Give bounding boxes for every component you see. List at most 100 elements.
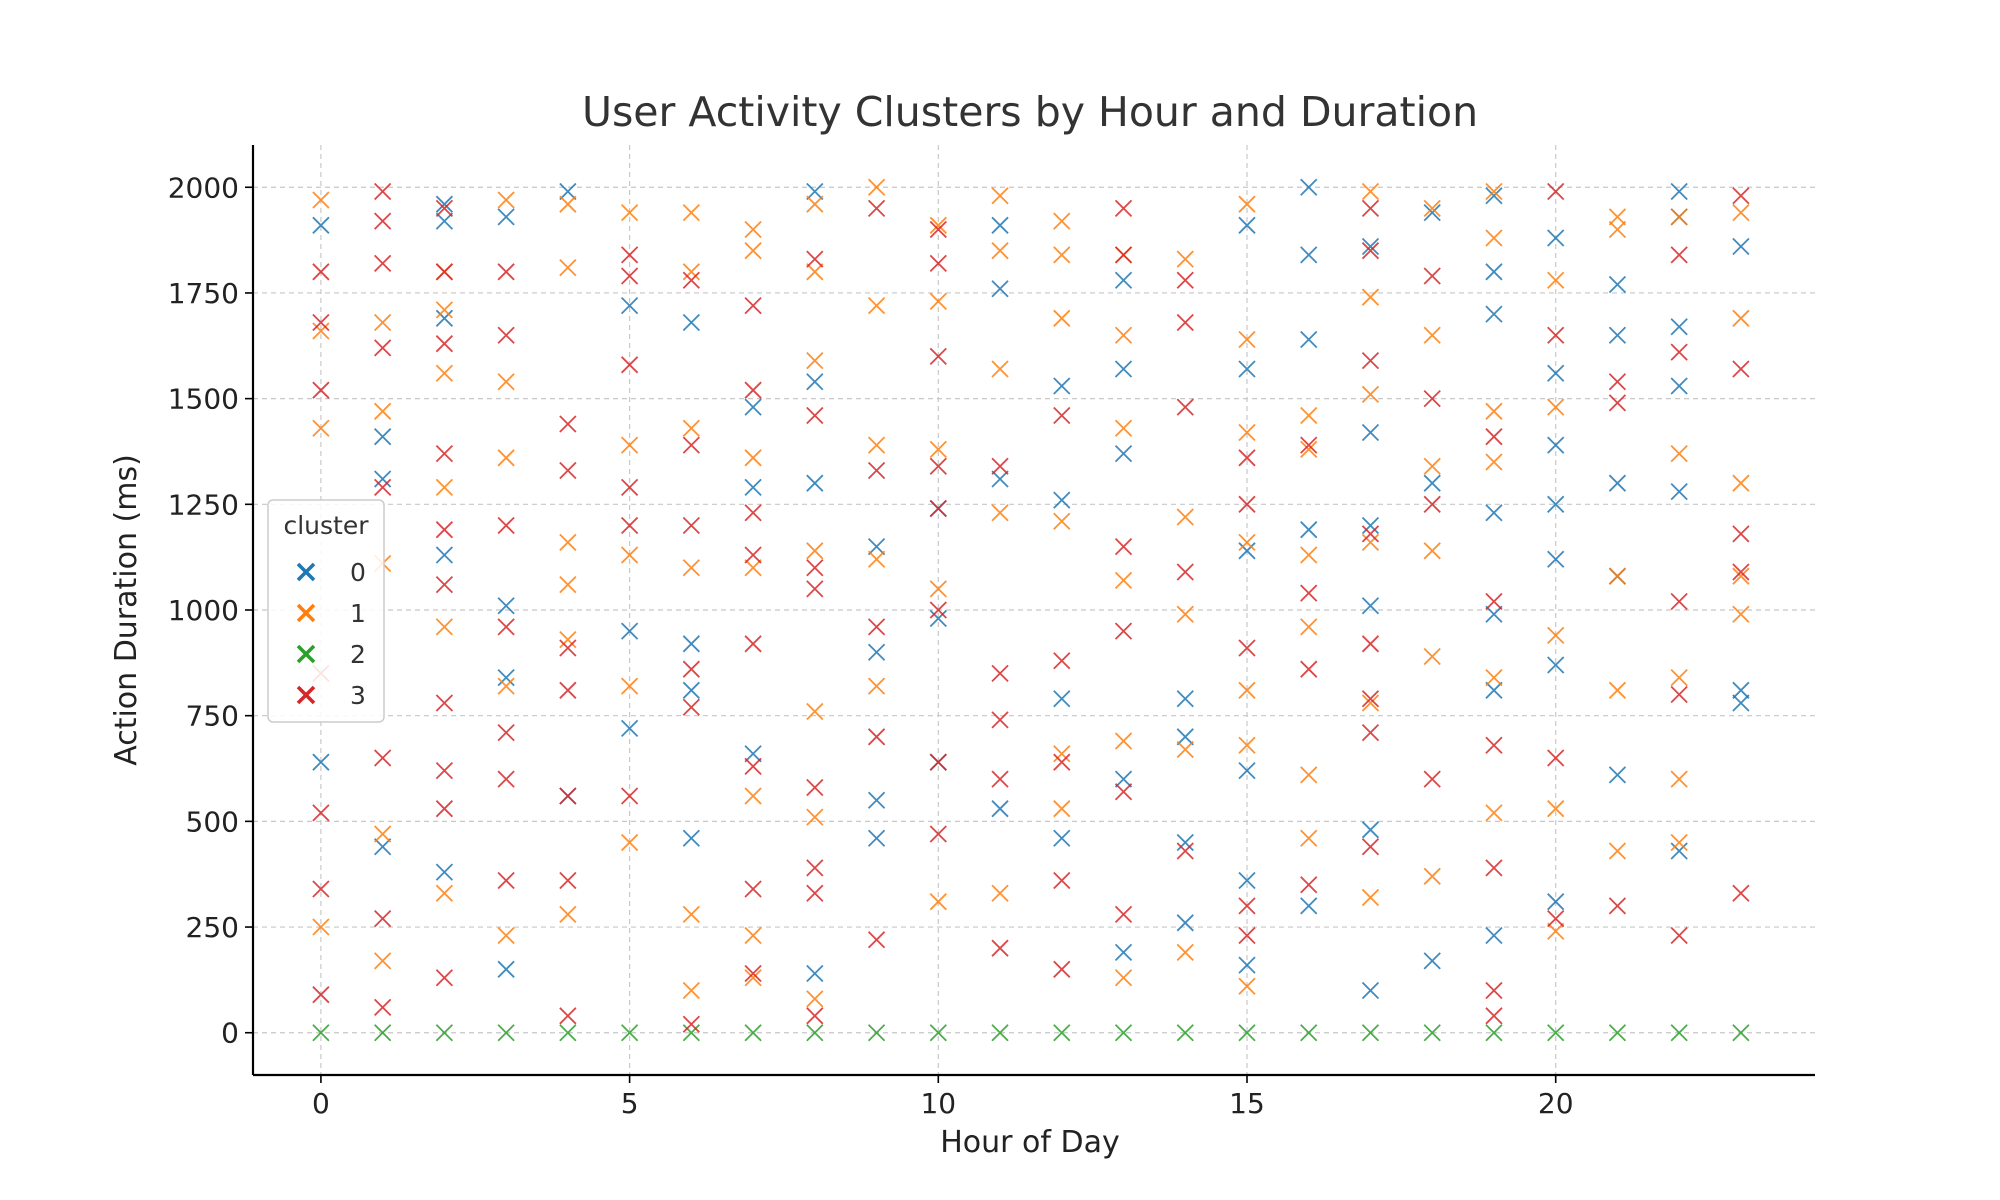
data-point: [1053, 652, 1071, 670]
data-point: [559, 871, 577, 890]
data-point: [1547, 495, 1565, 513]
data-point: [929, 457, 947, 475]
data-point: [1485, 926, 1503, 945]
data-point: [991, 711, 1009, 729]
data-point: [1361, 288, 1380, 306]
data-point: [1485, 859, 1503, 877]
data-point: [620, 436, 639, 454]
data-point: [1670, 592, 1688, 611]
data-point: [312, 313, 330, 332]
data-point: [991, 1024, 1009, 1042]
data-point: [682, 829, 700, 847]
data-point: [1608, 275, 1627, 294]
data-point: [1053, 491, 1071, 509]
data-point: [1361, 821, 1380, 839]
legend-marker-0: [296, 562, 316, 582]
data-point: [435, 263, 454, 281]
data-point: [682, 203, 700, 222]
data-point: [744, 745, 762, 763]
data-point: [1732, 309, 1750, 327]
data-point: [312, 381, 330, 399]
data-point: [1485, 605, 1503, 623]
data-point: [1608, 394, 1627, 412]
data-point: [1547, 182, 1565, 201]
data-point: [1670, 842, 1688, 860]
data-point: [806, 263, 824, 281]
data-point: [1114, 732, 1133, 750]
data-point: [806, 964, 824, 983]
data-point: [1423, 867, 1441, 885]
data-point: [374, 212, 392, 230]
data-point: [435, 863, 454, 881]
data-point: [1732, 1024, 1750, 1042]
data-point: [312, 419, 330, 437]
data-point: [1238, 926, 1256, 945]
data-point: [1547, 656, 1565, 674]
data-point: [312, 216, 330, 234]
data-point: [682, 681, 700, 699]
data-point: [1114, 1024, 1133, 1042]
data-point: [1300, 660, 1318, 678]
data-point: [497, 677, 515, 695]
data-point: [991, 504, 1009, 522]
data-point: [806, 474, 824, 492]
data-point: [1423, 267, 1441, 285]
data-point: [435, 969, 454, 987]
data-point: [1053, 1024, 1071, 1042]
x-axis-label: Hour of Day: [940, 1125, 1120, 1160]
data-point: [1423, 457, 1441, 475]
data-point: [1114, 905, 1133, 924]
data-point: [1423, 770, 1441, 788]
data-point: [1114, 360, 1133, 378]
data-point: [1547, 749, 1565, 767]
data-point: [1238, 761, 1256, 780]
data-point: [806, 373, 824, 391]
series-2: [312, 1024, 1750, 1042]
data-point: [867, 537, 886, 556]
data-point: [1300, 440, 1318, 459]
data-point: [1114, 783, 1133, 801]
legend-label-2: 2: [350, 640, 366, 669]
data-point: [1361, 182, 1380, 201]
data-point: [1423, 199, 1441, 218]
data-point: [620, 622, 639, 640]
series-0: [312, 178, 1750, 1000]
data-point: [682, 436, 700, 454]
data-point: [1176, 833, 1194, 852]
data-point: [1238, 195, 1256, 213]
data-point: [1485, 804, 1503, 822]
data-point: [620, 203, 639, 222]
data-point: [929, 440, 947, 459]
data-point: [1732, 681, 1750, 699]
data-point: [1176, 271, 1194, 289]
data-point: [1176, 728, 1194, 746]
data-point: [1176, 508, 1194, 526]
data-point: [374, 313, 392, 332]
data-point: [744, 296, 762, 315]
data-point: [1485, 668, 1503, 687]
data-point: [806, 195, 824, 213]
data-point: [1361, 199, 1380, 218]
data-point: [1670, 377, 1688, 395]
data-point: [559, 415, 577, 433]
data-point: [1485, 981, 1503, 1000]
data-point: [1608, 373, 1627, 391]
data-point: [1608, 766, 1627, 784]
data-point: [1485, 736, 1503, 754]
data-point: [1670, 1024, 1688, 1042]
chart-title: User Activity Clusters by Hour and Durat…: [582, 88, 1478, 136]
data-point: [1053, 406, 1071, 425]
data-point: [374, 909, 392, 928]
data-point: [929, 601, 947, 619]
data-point: [620, 546, 639, 564]
data-point: [929, 347, 947, 366]
data-point: [1485, 681, 1503, 699]
data-point: [1361, 635, 1380, 653]
data-point: [1300, 178, 1318, 196]
data-point: [374, 825, 392, 843]
data-point: [1361, 597, 1380, 615]
data-point: [929, 825, 947, 843]
data-point: [744, 635, 762, 653]
data-point: [1361, 385, 1380, 404]
data-point: [620, 267, 639, 285]
